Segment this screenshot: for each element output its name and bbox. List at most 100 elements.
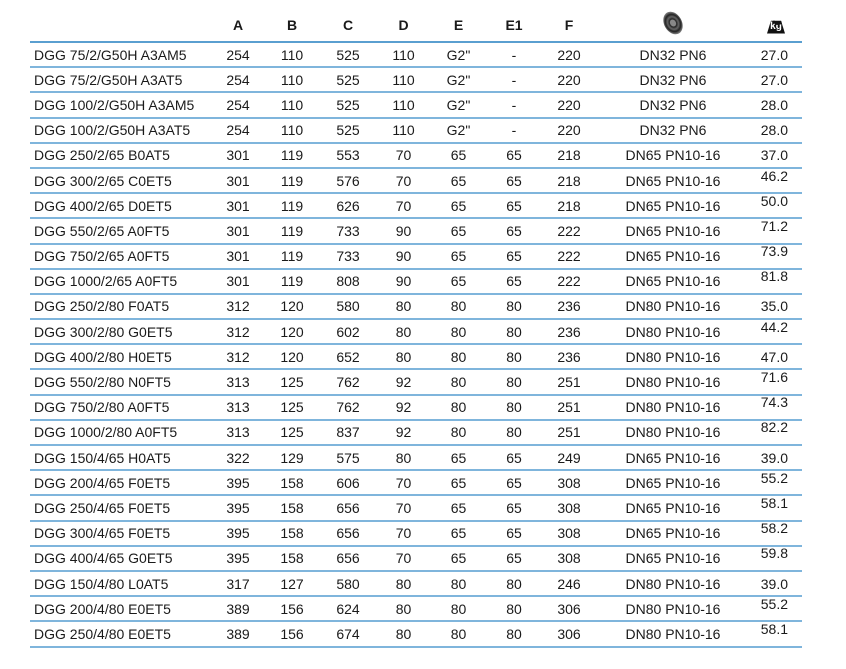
cell-a: 254: [212, 67, 264, 94]
cell-text: 90: [395, 273, 412, 290]
cell-text: 156: [280, 625, 304, 642]
cell-text: 80: [395, 298, 412, 315]
cell-text: 80: [450, 374, 467, 391]
cell-text: 81.8: [760, 268, 788, 285]
cell-a: 389: [212, 596, 264, 623]
cell-e1: 65: [486, 470, 542, 497]
cell-text: 322: [226, 449, 250, 466]
cell-text: DN65 PN10-16: [625, 222, 721, 239]
cell-text: 119: [280, 197, 304, 214]
table-body: DGG 75/2/G50H A3AM5 254 110 525 110 G2" - 220 DN…: [30, 42, 802, 648]
cell-text: 656: [336, 525, 360, 542]
cell-weight: 82.2: [750, 419, 802, 447]
cell-e1: 80: [486, 319, 542, 346]
cell-d: 110: [376, 42, 431, 69]
cell-text: 65: [450, 499, 467, 516]
cell-connection: DN32 PN6: [596, 42, 750, 69]
cell-e: 80: [431, 319, 486, 346]
cell-text: 65: [506, 499, 522, 516]
cell-text: DN65 PN10-16: [625, 273, 721, 290]
cell-a: 317: [212, 570, 264, 598]
cell-model: DGG 75/2/G50H A3AT5: [30, 67, 212, 94]
cell-weight: 58.2: [750, 520, 802, 547]
cell-text: 254: [226, 96, 250, 113]
cell-f: 306: [542, 621, 596, 648]
cell-a: 301: [212, 268, 264, 295]
cell-f: 222: [542, 268, 596, 295]
cell-connection: DN65 PN10-16: [596, 218, 750, 245]
cell-connection: DN80 PN10-16: [596, 369, 750, 396]
cell-a: 301: [212, 193, 264, 220]
cell-e: 80: [431, 621, 486, 648]
header-f: F: [542, 8, 596, 43]
cell-text: 65: [450, 474, 467, 491]
table-row: DGG 250/4/65 F0ET5 395 158 656 70 65 65 308 DN65…: [30, 495, 802, 522]
cell-text: 110: [280, 46, 304, 63]
cell-text: 44.2: [760, 318, 788, 335]
cell-text: 120: [280, 298, 304, 315]
cell-d: 92: [376, 369, 431, 396]
cell-connection: DN65 PN10-16: [596, 545, 750, 572]
cell-text: 70: [395, 172, 412, 189]
cell-model: DGG 100/2/G50H A3AM5: [30, 92, 212, 119]
cell-text: DGG 300/4/65 F0ET5: [34, 525, 171, 542]
cell-e: 80: [431, 369, 486, 396]
cell-text: 125: [280, 399, 304, 416]
cell-connection: DN65 PN10-16: [596, 193, 750, 220]
cell-text: DGG 150/4/65 H0AT5: [34, 449, 171, 466]
cell-e1: 65: [486, 167, 542, 195]
cell-model: DGG 400/4/65 G0ET5: [30, 545, 212, 572]
cell-b: 156: [264, 596, 320, 623]
cell-connection: DN80 PN10-16: [596, 621, 750, 648]
table-row: DGG 750/2/80 A0FT5 313 125 762 92 80 80 251 DN80…: [30, 394, 802, 421]
cell-text: 389: [226, 625, 250, 642]
cell-text: 80: [395, 575, 412, 592]
cell-text: 55.2: [760, 469, 788, 486]
cell-model: DGG 200/4/80 E0ET5: [30, 596, 212, 623]
table-row: DGG 75/2/G50H A3AM5 254 110 525 110 G2" - 220 DN…: [30, 42, 802, 69]
cell-text: 395: [226, 474, 250, 491]
cell-model: DGG 750/2/65 A0FT5: [30, 243, 212, 270]
table-row: DGG 250/2/65 B0AT5 301 119 553 70 65 65 218 DN65…: [30, 142, 802, 169]
cell-weight: 46.2: [750, 168, 802, 195]
cell-c: 652: [320, 344, 376, 371]
cell-model: DGG 250/2/80 F0AT5: [30, 293, 212, 321]
cell-e: 80: [431, 596, 486, 623]
cell-model: DGG 750/2/80 A0FT5: [30, 394, 212, 421]
cell-connection: DN65 PN10-16: [596, 268, 750, 295]
cell-c: 606: [320, 470, 376, 497]
cell-f: 306: [542, 596, 596, 623]
cell-weight: 71.2: [750, 217, 802, 245]
cell-model: DGG 550/2/65 A0FT5: [30, 218, 212, 245]
cell-weight: 39.0: [750, 445, 802, 472]
cell-connection: DN80 PN10-16: [596, 570, 750, 598]
cell-text: 222: [557, 248, 581, 265]
cell-text: 120: [280, 348, 304, 365]
cell-f: 308: [542, 470, 596, 497]
cell-e: 65: [431, 167, 486, 195]
header-e1: E1: [486, 8, 542, 43]
header-a: A: [212, 8, 264, 43]
cell-text: 762: [336, 399, 360, 416]
cell-text: 576: [336, 172, 360, 189]
cell-text: 553: [336, 147, 360, 164]
cell-connection: DN80 PN10-16: [596, 419, 750, 447]
cell-b: 120: [264, 344, 320, 371]
cell-text: 313: [226, 399, 250, 416]
table-row: DGG 550/2/80 N0FT5 313 125 762 92 80 80 251 DN80…: [30, 369, 802, 396]
cell-f: 218: [542, 142, 596, 169]
cell-text: 82.2: [760, 419, 788, 436]
cell-connection: DN80 PN10-16: [596, 293, 750, 321]
table-row: DGG 300/4/65 F0ET5 395 158 656 70 65 65 308 DN65…: [30, 520, 802, 547]
cell-text: 80: [450, 625, 467, 642]
cell-f: 251: [542, 369, 596, 396]
cell-model: DGG 250/2/65 B0AT5: [30, 142, 212, 169]
cell-model: DGG 1000/2/65 A0FT5: [30, 268, 212, 295]
cell-text: 55.2: [760, 595, 788, 612]
cell-a: 254: [212, 92, 264, 119]
cell-text: 71.2: [760, 217, 788, 234]
cell-e1: 65: [486, 243, 542, 270]
cell-c: 733: [320, 218, 376, 245]
cell-text: 70: [395, 499, 412, 516]
cell-connection: DN32 PN6: [596, 117, 750, 144]
